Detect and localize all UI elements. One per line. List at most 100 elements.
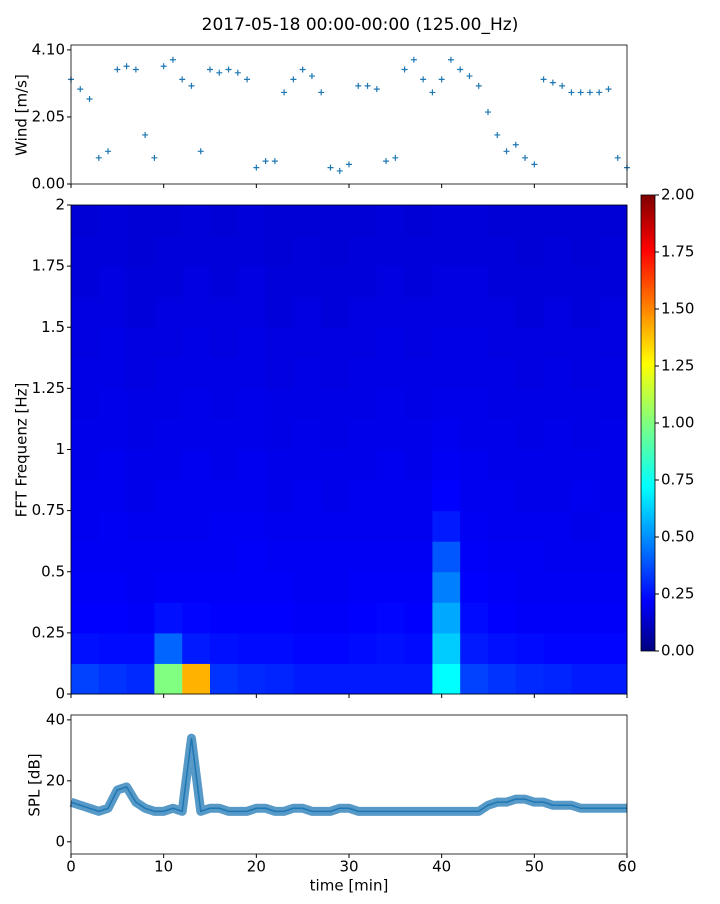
heatmap-cell (488, 327, 517, 359)
heatmap-cell (488, 235, 517, 267)
heatmap-cell (293, 205, 322, 237)
heatmap-cell (404, 327, 433, 359)
heatmap-cell (543, 510, 572, 542)
heatmap-cell (98, 480, 128, 512)
heatmap-cell (237, 449, 267, 481)
heatmap-cell (265, 663, 294, 695)
heatmap-cell (349, 663, 378, 695)
heatmap-cell (210, 388, 239, 420)
heatmap-cell (321, 541, 350, 573)
heatmap-cell (71, 235, 100, 267)
point (485, 109, 491, 116)
heatmap-cell (237, 541, 267, 573)
point (290, 76, 297, 83)
heatmap-cell (460, 663, 489, 695)
point (188, 82, 195, 89)
heatmap-cell (404, 541, 433, 573)
y-tick-label: 2 (55, 196, 65, 214)
heatmap-cell (488, 663, 517, 695)
x-tick-label: 60 (617, 858, 636, 876)
heatmap-cell (571, 418, 600, 450)
heatmap-cell (154, 205, 183, 237)
heatmap-cell (321, 449, 350, 481)
heatmap-cell (98, 541, 128, 573)
heatmap-cell (349, 632, 378, 664)
heatmap-cell (488, 388, 517, 420)
x-tick-label: 20 (247, 858, 266, 876)
heatmap-cell (543, 418, 572, 450)
point (225, 66, 232, 73)
point (142, 131, 149, 138)
heatmap-cell (210, 296, 239, 328)
heatmap-cell (404, 205, 433, 237)
y-tick-label: 4.10 (32, 40, 65, 58)
heatmap-cell (126, 327, 155, 359)
heatmap-cell (543, 266, 572, 298)
heatmap-cell (237, 357, 267, 389)
heatmap-cell (349, 235, 378, 267)
heatmap-cell (515, 571, 545, 603)
heatmap-cell (182, 418, 211, 450)
axes-frame (70, 714, 628, 855)
point (197, 148, 204, 155)
heatmap-cell (543, 632, 572, 664)
title: 2017-05-18 00:00-00:00 (125.00_Hz) (202, 15, 519, 35)
heatmap-cell (543, 296, 572, 328)
heatmap-cell (515, 510, 545, 542)
colorbar-tick-label: 0.00 (661, 642, 694, 660)
colorbar-tick-label: 1.00 (661, 414, 694, 432)
heatmap-cell (154, 571, 183, 603)
heatmap-cell (321, 510, 350, 542)
heatmap-cell (237, 418, 267, 450)
heatmap-cell (543, 480, 572, 512)
heatmap-cell (265, 571, 294, 603)
heatmap-cell (237, 663, 267, 695)
heatmap-cell (599, 418, 628, 450)
point (401, 66, 408, 73)
heatmap-cell (571, 357, 600, 389)
heatmap-cell (599, 266, 628, 298)
heatmap-cell (571, 449, 600, 481)
heatmap-cell (432, 510, 461, 542)
y-tick-label: 1 (55, 440, 65, 458)
heatmap-cell (404, 418, 433, 450)
heatmap-cell (349, 296, 378, 328)
heatmap-cell (126, 266, 155, 298)
heatmap-cell (182, 205, 211, 237)
heatmap-cell (98, 571, 128, 603)
heatmap-cell (349, 357, 378, 389)
heatmap-cell (265, 541, 294, 573)
heatmap-cell (404, 266, 433, 298)
heatmap-cell (237, 510, 267, 542)
heatmap-cell (98, 663, 128, 695)
heatmap-cell (126, 296, 155, 328)
heatmap-cell (432, 541, 461, 573)
point (429, 89, 436, 96)
heatmap-cell (543, 388, 572, 420)
heatmap-cell (237, 480, 267, 512)
heatmap-cell (321, 480, 350, 512)
heatmap-cell (543, 663, 572, 695)
heatmap-cell (154, 235, 183, 267)
heatmap-cell (432, 480, 461, 512)
point (216, 69, 223, 76)
point (512, 141, 519, 148)
point (318, 89, 325, 96)
heatmap-cell (321, 602, 350, 634)
heatmap-cell (293, 541, 322, 573)
heatmap-cell (71, 357, 100, 389)
heatmap-cell (98, 296, 128, 328)
heatmap-cell (571, 480, 600, 512)
heatmap-cell (126, 449, 155, 481)
heatmap-cell (515, 327, 545, 359)
heatmap-cell (237, 235, 267, 267)
heatmap-cell (404, 663, 433, 695)
point (86, 95, 93, 102)
heatmap-cell (182, 357, 211, 389)
point (77, 86, 84, 93)
heatmap-cell (265, 357, 294, 389)
heatmap-cell (599, 357, 628, 389)
heatmap-cell (571, 235, 600, 267)
heatmap-cell (488, 296, 517, 328)
y-tick-label: 20 (46, 771, 65, 789)
